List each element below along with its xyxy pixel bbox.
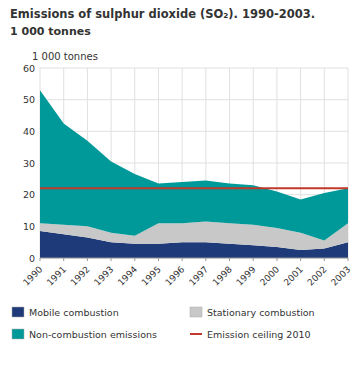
x-tick-label: 2001	[282, 264, 305, 287]
legend-label: Emission ceiling 2010	[207, 329, 311, 340]
x-tick	[324, 258, 325, 261]
x-tick-label: 1996	[163, 264, 186, 287]
x-tick	[182, 258, 183, 261]
grid	[40, 68, 348, 258]
x-tick-label: 1995	[140, 264, 163, 287]
x-tick	[253, 258, 254, 261]
x-tick-label: 1991	[45, 264, 68, 287]
x-tick	[134, 258, 135, 261]
y-tick-label: 60	[23, 63, 35, 74]
x-tick	[205, 258, 206, 261]
x-tick	[348, 258, 349, 261]
y-tick-label: 50	[23, 94, 35, 105]
x-tick-label: 1994	[116, 264, 139, 287]
x-tick	[111, 258, 112, 261]
y-tick-label: 10	[23, 221, 35, 232]
y-tick-label: 40	[23, 126, 35, 137]
x-tick	[87, 258, 88, 261]
x-axis-line	[40, 258, 348, 259]
x-tick	[158, 258, 159, 261]
chart: Emissions of sulphur dioxide (SO₂). 1990…	[0, 0, 361, 377]
x-tick-label: 1992	[69, 264, 92, 287]
plot-area	[40, 90, 348, 258]
legend-swatch	[190, 333, 202, 335]
x-tick-label: 2003	[329, 264, 352, 287]
area-layer	[40, 90, 348, 240]
x-tick-label: 1998	[211, 264, 234, 287]
legend-swatch	[12, 329, 24, 339]
x-tick-label: 2002	[305, 264, 328, 287]
legend-swatch	[190, 307, 202, 317]
reference-line	[40, 187, 348, 189]
y-grid-line	[40, 131, 348, 132]
x-tick-label: 1990	[21, 264, 44, 287]
x-tick	[63, 258, 64, 261]
title: Emissions of sulphur dioxide (SO₂). 1990…	[10, 7, 315, 21]
y-tick-label: 0	[29, 253, 35, 264]
x-tick	[229, 258, 230, 261]
x-tick	[40, 258, 41, 261]
x-tick	[300, 258, 301, 261]
x-tick-label: 2000	[258, 264, 281, 287]
subtitle: 1 000 tonnes	[10, 25, 91, 38]
x-tick-label: 1997	[187, 264, 210, 287]
y-grid-line	[40, 99, 348, 100]
y-label: 1 000 tonnes	[32, 51, 98, 62]
y-grid-line	[40, 68, 348, 69]
y-tick-label: 30	[23, 158, 35, 169]
legend-label: Mobile combustion	[29, 307, 119, 318]
legend-label: Non-combustion emissions	[29, 329, 157, 340]
x-tick-label: 1999	[234, 264, 257, 287]
legend-swatch	[12, 307, 24, 317]
x-tick-label: 1993	[92, 264, 115, 287]
y-grid-line	[40, 258, 348, 259]
legend: Mobile combustion Stationary combustion No…	[12, 307, 315, 340]
legend-label: Stationary combustion	[207, 307, 315, 318]
x-tick	[276, 258, 277, 261]
y-tick-label: 20	[23, 189, 35, 200]
